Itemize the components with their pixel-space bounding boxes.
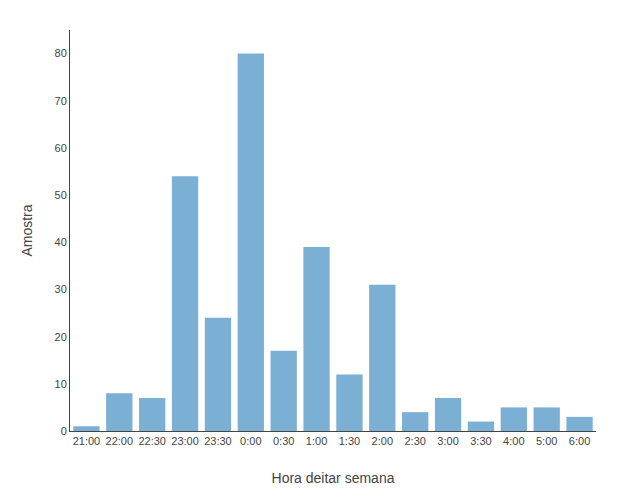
svg-text:4:00: 4:00 (503, 435, 524, 447)
svg-text:20: 20 (55, 331, 67, 343)
svg-text:2:30: 2:30 (404, 435, 425, 447)
svg-text:3:30: 3:30 (470, 435, 491, 447)
svg-text:5:00: 5:00 (536, 435, 557, 447)
svg-text:22:00: 22:00 (106, 435, 134, 447)
svg-text:80: 80 (55, 47, 67, 59)
svg-text:3:00: 3:00 (437, 435, 458, 447)
svg-text:Hora deitar semana: Hora deitar semana (272, 470, 395, 486)
svg-text:Amostra: Amostra (19, 204, 35, 256)
svg-text:23:30: 23:30 (204, 435, 232, 447)
svg-text:0: 0 (61, 425, 67, 437)
svg-text:6:00: 6:00 (569, 435, 590, 447)
svg-text:21:00: 21:00 (73, 435, 101, 447)
svg-text:70: 70 (55, 95, 67, 107)
svg-text:1:00: 1:00 (306, 435, 327, 447)
svg-text:1:30: 1:30 (339, 435, 360, 447)
svg-text:50: 50 (55, 189, 67, 201)
svg-text:40: 40 (55, 236, 67, 248)
svg-text:23:00: 23:00 (171, 435, 199, 447)
svg-text:0:30: 0:30 (273, 435, 294, 447)
svg-text:10: 10 (55, 378, 67, 390)
svg-text:0:00: 0:00 (240, 435, 261, 447)
svg-text:30: 30 (55, 283, 67, 295)
svg-text:60: 60 (55, 142, 67, 154)
svg-text:2:00: 2:00 (372, 435, 393, 447)
svg-text:22:30: 22:30 (138, 435, 166, 447)
